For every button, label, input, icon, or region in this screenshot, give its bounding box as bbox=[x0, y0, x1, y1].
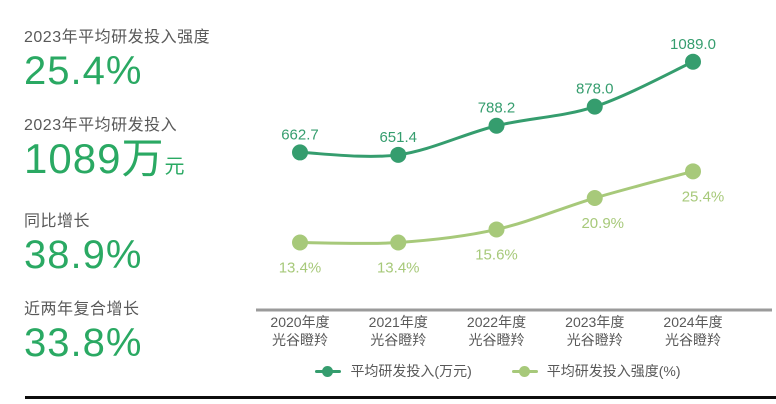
stat-value: 33.8% bbox=[24, 321, 143, 365]
line-chart-svg: 2020年度光谷瞪羚 2021年度光谷瞪羚 2022年度光谷瞪羚 2023年度光谷瞪羚… bbox=[256, 36, 772, 348]
x-axis-label: 2021年度光谷瞪羚 bbox=[369, 314, 428, 348]
data-point-label: 20.9% bbox=[581, 215, 624, 232]
x-axis-label: 2024年度光谷瞪羚 bbox=[663, 314, 722, 348]
x-axis-label: 2020年度光谷瞪羚 bbox=[270, 314, 329, 348]
data-point bbox=[685, 53, 701, 70]
stat-unit: 万 bbox=[121, 135, 165, 182]
stat-value: 25.4% bbox=[24, 49, 143, 93]
stat-value: 1089万元 bbox=[24, 137, 254, 189]
data-point bbox=[488, 221, 505, 238]
stat-number: 1089 bbox=[24, 135, 122, 182]
data-point bbox=[390, 146, 407, 163]
chart-legend: 平均研发投入(万元) 平均研发投入强度(%) bbox=[238, 361, 758, 381]
stat-block-cagr: 近两年复合增长 33.8% bbox=[24, 300, 254, 365]
stat-label: 2023年平均研发投入 bbox=[24, 117, 178, 134]
stat-unit-sub: 元 bbox=[164, 156, 185, 178]
stat-label: 同比增长 bbox=[24, 213, 91, 230]
legend-item-0: 平均研发投入(万元) bbox=[315, 361, 472, 381]
data-point bbox=[488, 117, 505, 134]
x-axis-label: 2022年度光谷瞪羚 bbox=[467, 314, 526, 348]
legend-line-dot-icon bbox=[315, 365, 342, 377]
legend-item-1: 平均研发投入强度(%) bbox=[511, 361, 681, 381]
data-point bbox=[390, 234, 407, 251]
chart-area: 2020年度光谷瞪羚 2021年度光谷瞪羚 2022年度光谷瞪羚 2023年度光谷瞪羚… bbox=[256, 0, 776, 404]
stat-block-yoy-growth: 同比增长 38.9% bbox=[24, 212, 254, 277]
data-point-label: 15.6% bbox=[475, 246, 518, 263]
stat-block-intensity: 2023年平均研发投入强度 25.4% bbox=[24, 28, 254, 93]
stats-panel: 2023年平均研发投入强度 25.4% 2023年平均研发投入 1089万元 同… bbox=[24, 28, 254, 388]
legend-line-dot-icon bbox=[511, 365, 538, 377]
stat-label: 近两年复合增长 bbox=[24, 301, 140, 318]
data-point-label: 25.4% bbox=[682, 188, 725, 205]
legend-label: 平均研发投入强度(%) bbox=[546, 363, 681, 379]
stat-value: 38.9% bbox=[24, 233, 143, 277]
data-point bbox=[586, 98, 603, 115]
data-point bbox=[586, 190, 603, 207]
data-point-label: 662.7 bbox=[281, 126, 319, 143]
stat-label: 2023年平均研发投入强度 bbox=[24, 29, 211, 46]
data-point bbox=[292, 144, 308, 161]
x-axis-label: 2023年度光谷瞪羚 bbox=[565, 314, 624, 348]
bottom-divider bbox=[25, 396, 776, 399]
data-point bbox=[292, 234, 308, 251]
data-point-label: 651.4 bbox=[379, 129, 417, 146]
data-point-label: 13.4% bbox=[377, 260, 420, 277]
data-point bbox=[685, 163, 701, 180]
legend-label: 平均研发投入(万元) bbox=[350, 363, 472, 379]
stat-block-investment: 2023年平均研发投入 1089万元 bbox=[24, 116, 254, 189]
data-point-label: 13.4% bbox=[279, 260, 322, 277]
data-point-label: 878.0 bbox=[576, 81, 614, 98]
data-point-label: 788.2 bbox=[478, 100, 516, 117]
data-point-label: 1089.0 bbox=[670, 36, 716, 53]
